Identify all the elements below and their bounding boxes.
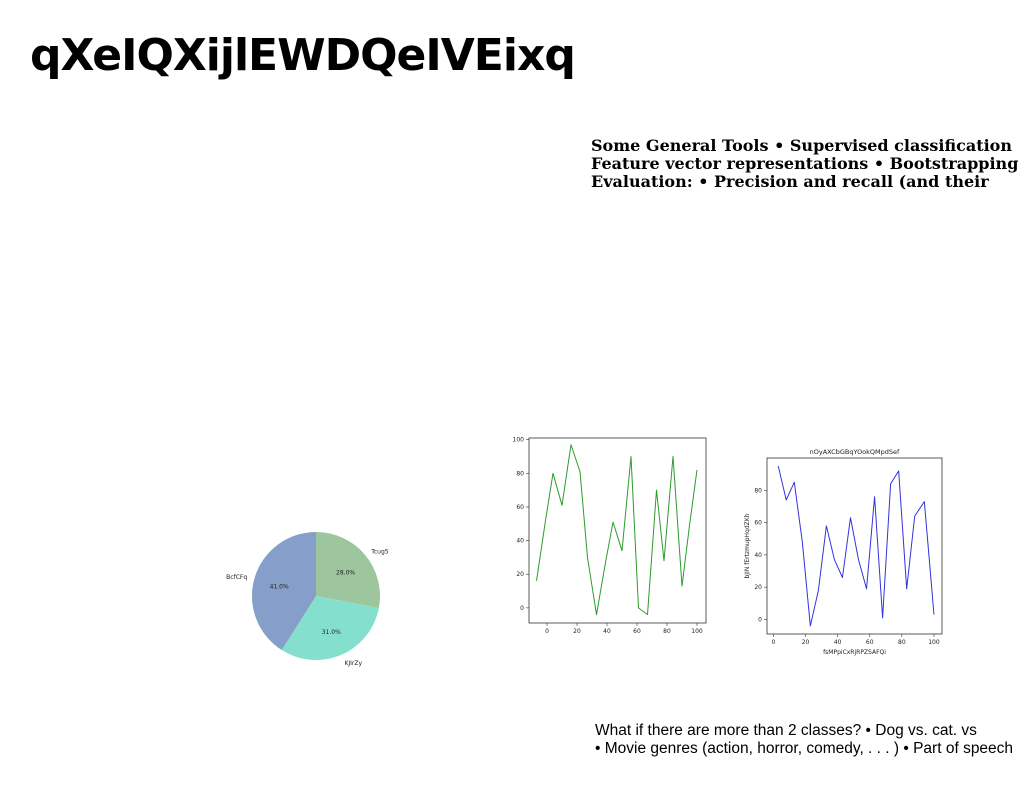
x-tick-label: 40 xyxy=(834,639,842,646)
y-tick-label: 20 xyxy=(754,584,762,591)
x-tick-label: 100 xyxy=(691,628,703,635)
pie-category-label: KJIrZy xyxy=(344,660,362,667)
x-tick-label: 80 xyxy=(663,628,671,635)
y-tick-label: 0 xyxy=(758,616,762,623)
classes-text-block: What if there are more than 2 classes? •… xyxy=(595,722,1023,758)
y-tick-label: 80 xyxy=(754,487,762,494)
pie-category-label: BcfCFq xyxy=(226,574,247,581)
y-axis-label: bJIN fErtzmupHqdZKh xyxy=(744,513,751,578)
y-tick-label: 60 xyxy=(754,520,762,527)
classes-line: • Movie genres (action, horror, comedy, … xyxy=(595,740,1014,757)
tools-line: Feature vector representations • Bootstr… xyxy=(591,154,1019,173)
pie-category-label: Tcug5 xyxy=(370,548,389,555)
y-tick-label: 60 xyxy=(516,504,524,511)
y-tick-label: 40 xyxy=(516,538,524,545)
x-tick-label: 40 xyxy=(603,628,611,635)
y-tick-label: 80 xyxy=(516,470,524,477)
x-tick-label: 100 xyxy=(928,639,940,646)
x-tick-label: 80 xyxy=(898,639,906,646)
pie-slice xyxy=(251,532,316,651)
line-chart-blue: 0 20 40 60 80 100 0 20 40 60 80 nOyAXCbGBqYOokQMpdS… xyxy=(744,448,943,656)
y-tick-label: 20 xyxy=(516,571,524,578)
x-tick-label: 0 xyxy=(772,639,776,646)
pie-chart: 28.0% Tcug5 31.0% KJIrZy 41.0% BcfCFq xyxy=(226,532,389,667)
series-line xyxy=(777,465,935,627)
x-tick-label: 20 xyxy=(573,628,581,635)
y-tick-label: 40 xyxy=(754,552,762,559)
y-tick-label: 0 xyxy=(520,605,524,612)
tools-line: Some General Tools • Supervised classifi… xyxy=(591,136,1012,155)
tools-text-block: Some General Tools • Supervised classifi… xyxy=(591,137,1021,191)
x-tick-label: 0 xyxy=(545,628,549,635)
series-line xyxy=(536,444,698,616)
pie-slice xyxy=(281,596,379,661)
pie-percent-label: 28.0% xyxy=(336,570,355,577)
chart-title: nOyAXCbGBqYOokQMpdSef xyxy=(810,448,900,456)
slide-title: qXeIQXijlEWDQeIVEixq xyxy=(30,30,576,81)
line-chart-green: 0 20 40 60 80 100 0 20 40 60 80 100 xyxy=(513,437,707,635)
x-tick-label: 60 xyxy=(633,628,641,635)
pie-percent-label: 41.0% xyxy=(270,583,289,590)
plot-frame xyxy=(528,437,707,624)
x-axis-label: fsMPpiCxRjRPZSAFQi xyxy=(823,649,886,656)
pie-percent-label: 31.0% xyxy=(322,629,341,636)
tools-line: Evaluation: • Precision and recall (and … xyxy=(591,172,989,191)
x-tick-label: 60 xyxy=(866,639,874,646)
y-tick-label: 100 xyxy=(513,437,525,444)
pie-slice xyxy=(316,532,381,608)
plot-frame xyxy=(766,457,943,635)
x-tick-label: 20 xyxy=(802,639,810,646)
classes-line: What if there are more than 2 classes? •… xyxy=(595,722,977,739)
